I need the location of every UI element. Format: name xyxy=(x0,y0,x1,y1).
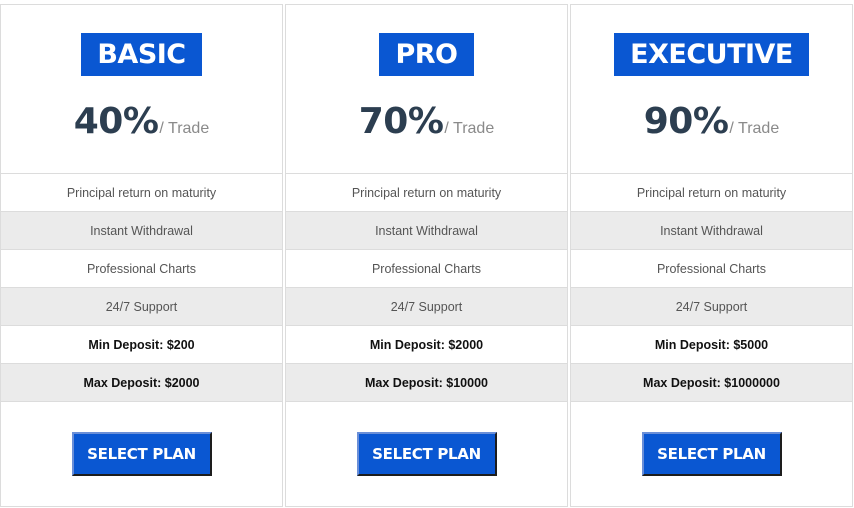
plan-card-basic: BASIC 40%/ Trade Principal return on mat… xyxy=(0,4,283,507)
max-deposit: Max Deposit: $2000 xyxy=(1,364,282,402)
plan-card-executive: EXECUTIVE 90%/ Trade Principal return on… xyxy=(570,4,853,507)
select-plan-button-basic[interactable]: SELECT PLAN xyxy=(71,432,212,476)
plan-footer: SELECT PLAN xyxy=(1,402,282,504)
plan-footer: SELECT PLAN xyxy=(571,402,852,504)
plan-rate: 40% xyxy=(73,101,159,142)
select-plan-button-pro[interactable]: SELECT PLAN xyxy=(356,432,497,476)
feature-instant-withdrawal: Instant Withdrawal xyxy=(1,212,282,250)
plan-name-badge: PRO xyxy=(379,33,474,76)
feature-instant-withdrawal: Instant Withdrawal xyxy=(571,212,852,250)
feature-professional-charts: Professional Charts xyxy=(1,250,282,288)
feature-professional-charts: Professional Charts xyxy=(571,250,852,288)
feature-principal-return: Principal return on maturity xyxy=(1,174,282,212)
min-deposit: Min Deposit: $2000 xyxy=(286,326,567,364)
plan-rate-unit: / Trade xyxy=(159,120,210,137)
select-plan-button-executive[interactable]: SELECT PLAN xyxy=(641,432,782,476)
plan-header: BASIC 40%/ Trade xyxy=(1,5,282,174)
max-deposit: Max Deposit: $10000 xyxy=(286,364,567,402)
plan-price: 40%/ Trade xyxy=(1,101,282,142)
max-deposit: Max Deposit: $1000000 xyxy=(571,364,852,402)
feature-professional-charts: Professional Charts xyxy=(286,250,567,288)
feature-support: 24/7 Support xyxy=(571,288,852,326)
feature-principal-return: Principal return on maturity xyxy=(286,174,567,212)
plan-rate-unit: / Trade xyxy=(444,120,495,137)
feature-support: 24/7 Support xyxy=(1,288,282,326)
min-deposit: Min Deposit: $200 xyxy=(1,326,282,364)
min-deposit: Min Deposit: $5000 xyxy=(571,326,852,364)
plan-price: 90%/ Trade xyxy=(571,101,852,142)
plan-name-badge: BASIC xyxy=(81,33,202,76)
plan-header: PRO 70%/ Trade xyxy=(286,5,567,174)
plan-rate: 90% xyxy=(643,101,729,142)
feature-instant-withdrawal: Instant Withdrawal xyxy=(286,212,567,250)
plan-name-badge: EXECUTIVE xyxy=(614,33,809,76)
plan-card-pro: PRO 70%/ Trade Principal return on matur… xyxy=(285,4,568,507)
feature-support: 24/7 Support xyxy=(286,288,567,326)
plan-price: 70%/ Trade xyxy=(286,101,567,142)
plan-rate: 70% xyxy=(358,101,444,142)
feature-principal-return: Principal return on maturity xyxy=(571,174,852,212)
plan-footer: SELECT PLAN xyxy=(286,402,567,504)
plan-rate-unit: / Trade xyxy=(729,120,780,137)
plan-header: EXECUTIVE 90%/ Trade xyxy=(571,5,852,174)
